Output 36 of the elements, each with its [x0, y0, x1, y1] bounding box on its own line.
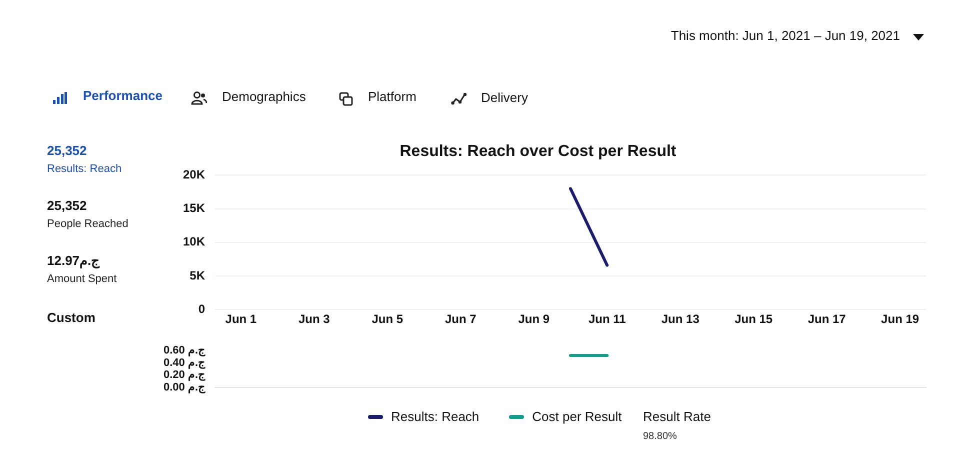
text: People Reached: [47, 217, 128, 232]
legend-label: Cost per Result: [532, 409, 622, 424]
text: 25,352: [47, 143, 87, 158]
y-tick-label: 0.00 ج.م: [163, 381, 206, 394]
x-tick-label: Jun 19: [881, 312, 920, 326]
text: Custom: [47, 310, 96, 325]
x-tick-label: Jun 3: [298, 312, 330, 326]
x-tick-label: Jun 7: [444, 312, 477, 326]
text: 12.97ج.م: [47, 253, 100, 268]
text: Amount Spent: [47, 272, 117, 287]
x-tick-label: Jun 9: [518, 312, 550, 326]
y-tick-label: 0: [198, 302, 206, 316]
y-tick-label: 0.60 ج.م: [163, 344, 206, 357]
legend-label: Results: Reach: [391, 409, 480, 424]
x-tick-label: Jun 13: [661, 312, 700, 326]
y-tick-label: 0.20 ج.م: [163, 369, 206, 382]
chart-title: Results: Reach over Cost per Result: [400, 143, 677, 160]
x-tick-label: Jun 11: [588, 312, 626, 326]
x-tick-label: Jun 5: [372, 312, 404, 326]
text: Result Rate: [643, 409, 711, 424]
text: 98.80%: [643, 430, 677, 444]
text: This month: Jun 1, 2021 – Jun 19, 2021: [670, 28, 900, 43]
y-tick-label: 20K: [182, 168, 206, 182]
text: Platform: [368, 89, 416, 104]
y-tick-label: 0.40 ج.م: [163, 356, 206, 369]
text: Delivery: [481, 90, 528, 105]
x-tick-label: Jun 17: [808, 312, 846, 326]
text: 25,352: [47, 198, 87, 213]
y-tick-label: 10K: [182, 234, 206, 249]
x-tick-label: Jun 15: [734, 312, 773, 326]
y-tick-label: 15K: [182, 201, 206, 216]
text: Results: Reach: [47, 162, 122, 177]
text: Demographics: [222, 89, 306, 104]
x-tick-label: Jun 1: [225, 312, 257, 326]
text: Performance: [83, 88, 162, 103]
y-tick-label: 5K: [190, 268, 206, 282]
